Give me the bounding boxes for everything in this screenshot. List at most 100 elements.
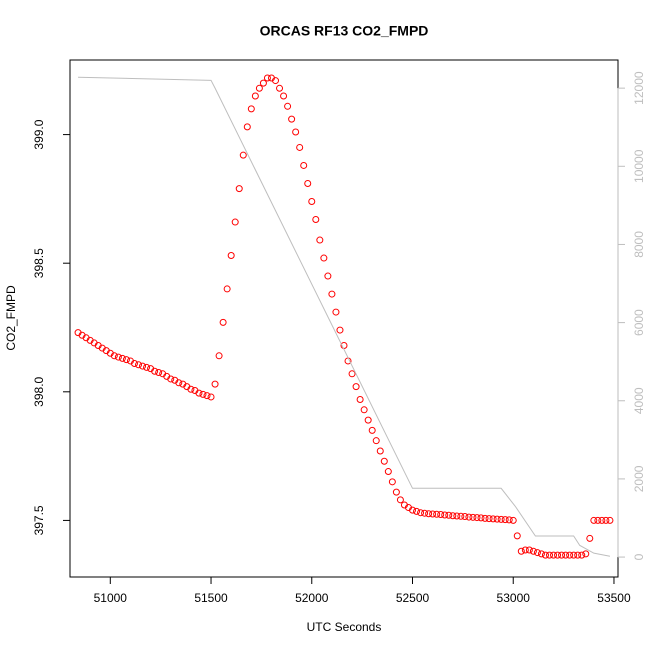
point bbox=[243, 123, 251, 131]
point bbox=[130, 360, 138, 368]
point bbox=[211, 380, 219, 388]
point bbox=[441, 511, 449, 519]
point bbox=[276, 84, 284, 92]
point bbox=[493, 515, 501, 523]
y2-tick-label: 2000 bbox=[632, 465, 646, 492]
point bbox=[380, 457, 388, 465]
point bbox=[336, 326, 344, 334]
y2-tick-label: 12000 bbox=[632, 71, 646, 105]
x-tick-label: 52000 bbox=[295, 591, 329, 605]
point bbox=[469, 513, 477, 521]
point bbox=[489, 515, 497, 523]
point bbox=[429, 510, 437, 518]
point bbox=[509, 516, 517, 524]
point bbox=[598, 516, 606, 524]
point bbox=[312, 215, 320, 223]
y-tick-label: 398.0 bbox=[32, 376, 46, 406]
point bbox=[259, 79, 267, 87]
point bbox=[517, 547, 525, 555]
point bbox=[255, 84, 263, 92]
point bbox=[546, 551, 553, 559]
y-tick-label: 397.5 bbox=[32, 505, 46, 535]
point bbox=[457, 512, 465, 520]
point bbox=[425, 510, 433, 518]
point bbox=[513, 532, 521, 540]
y-axis-label: CO2_FMPD bbox=[4, 285, 18, 351]
point bbox=[433, 510, 441, 518]
x-tick-label: 53500 bbox=[597, 591, 631, 605]
point bbox=[529, 547, 537, 555]
point bbox=[392, 488, 400, 496]
point bbox=[364, 416, 372, 424]
point bbox=[304, 179, 312, 187]
point bbox=[207, 393, 215, 401]
point bbox=[461, 513, 469, 521]
point bbox=[453, 512, 461, 520]
point bbox=[328, 290, 336, 298]
x-tick-label: 53000 bbox=[497, 591, 531, 605]
point bbox=[525, 546, 533, 554]
y-tick-label: 399.0 bbox=[32, 119, 46, 149]
point bbox=[594, 516, 602, 524]
point bbox=[223, 285, 231, 293]
point bbox=[272, 77, 279, 85]
point bbox=[135, 361, 142, 369]
point bbox=[409, 506, 416, 514]
point bbox=[582, 550, 590, 558]
point bbox=[570, 551, 578, 559]
point bbox=[437, 510, 445, 518]
point bbox=[376, 447, 384, 455]
point bbox=[541, 551, 549, 559]
point bbox=[316, 236, 324, 244]
point bbox=[501, 516, 509, 524]
point bbox=[554, 551, 562, 559]
point bbox=[195, 389, 203, 397]
x-tick-label: 51000 bbox=[94, 591, 128, 605]
point bbox=[151, 367, 159, 375]
point bbox=[481, 514, 489, 522]
point bbox=[288, 115, 296, 123]
point bbox=[445, 511, 453, 519]
point bbox=[308, 197, 316, 205]
point bbox=[590, 516, 598, 524]
y2-tick-label: 0 bbox=[632, 553, 646, 560]
point bbox=[485, 515, 493, 523]
point bbox=[602, 516, 610, 524]
point bbox=[562, 551, 570, 559]
point bbox=[368, 426, 376, 434]
point bbox=[417, 509, 425, 517]
y2-tick-label: 6000 bbox=[632, 309, 646, 336]
point bbox=[465, 513, 473, 521]
y2-tick-label: 10000 bbox=[632, 149, 646, 183]
point bbox=[578, 551, 586, 559]
point bbox=[348, 370, 356, 378]
point bbox=[372, 437, 380, 445]
y2-tick-label: 4000 bbox=[632, 387, 646, 414]
point bbox=[296, 143, 304, 151]
x-tick-label: 52500 bbox=[396, 591, 430, 605]
point bbox=[388, 478, 396, 486]
point bbox=[227, 251, 235, 259]
point bbox=[139, 362, 147, 370]
point bbox=[114, 353, 122, 361]
point bbox=[300, 161, 308, 169]
point bbox=[247, 105, 255, 113]
point bbox=[320, 254, 328, 262]
point bbox=[477, 514, 485, 522]
point bbox=[292, 128, 300, 136]
point bbox=[332, 308, 340, 316]
point bbox=[356, 396, 364, 404]
point bbox=[239, 151, 247, 159]
point bbox=[558, 551, 566, 559]
point bbox=[110, 352, 118, 360]
point bbox=[215, 352, 223, 360]
point bbox=[143, 363, 151, 371]
point bbox=[396, 496, 404, 504]
point bbox=[586, 534, 594, 542]
y2-tick-label: 8000 bbox=[632, 231, 646, 258]
point bbox=[324, 272, 332, 280]
point bbox=[118, 354, 126, 362]
point bbox=[167, 375, 175, 383]
